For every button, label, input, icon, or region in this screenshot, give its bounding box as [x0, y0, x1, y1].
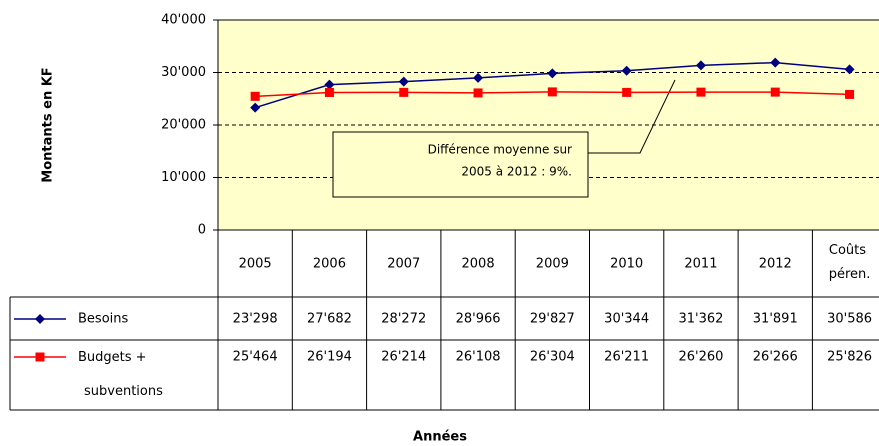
data-label: 23'298 — [233, 312, 278, 327]
data-point — [250, 102, 261, 113]
data-label: 30'586 — [827, 312, 872, 327]
legend-marker — [35, 314, 45, 324]
annotation-leader — [588, 79, 676, 154]
data-label: 29'827 — [530, 312, 575, 327]
data-point — [696, 87, 706, 97]
category-label: 2008 — [462, 257, 495, 272]
data-point — [473, 88, 483, 98]
data-point — [547, 87, 557, 97]
data-label: 28'272 — [381, 312, 426, 327]
data-label: 31'362 — [678, 312, 723, 327]
y-tick-label: 20'000 — [161, 118, 206, 133]
data-label: 31'891 — [753, 312, 798, 327]
data-point — [695, 60, 706, 71]
data-label: 26'266 — [753, 350, 798, 365]
data-point — [250, 91, 260, 101]
y-tick-label: 0 — [198, 223, 206, 238]
legend-label: Besoins — [78, 312, 128, 327]
data-point — [770, 57, 781, 68]
y-tick-label: 30'000 — [161, 65, 206, 80]
data-point — [845, 89, 855, 99]
data-label: 26'108 — [456, 350, 501, 365]
legend-label: Budgets + subventions — [78, 350, 163, 399]
data-label: 26'194 — [307, 350, 352, 365]
annotation-text: 2005 à 2012 : 9%. — [461, 165, 572, 179]
category-label: 2009 — [536, 257, 569, 272]
data-point — [621, 65, 632, 76]
data-label: 30'344 — [604, 312, 649, 327]
data-label: 28'966 — [456, 312, 501, 327]
data-point — [399, 87, 409, 97]
y-tick-label: 40'000 — [161, 13, 206, 28]
category-label: 2010 — [610, 257, 643, 272]
data-point — [622, 87, 632, 97]
category-label: 2011 — [684, 257, 717, 272]
legend-marker — [35, 352, 45, 362]
data-label: 26'304 — [530, 350, 575, 365]
category-label: Coûts péren. — [829, 243, 871, 282]
category-label: 2007 — [387, 257, 420, 272]
data-point — [398, 76, 409, 87]
x-axis-label: Années — [413, 430, 467, 445]
y-tick-label: 10'000 — [161, 170, 206, 185]
data-label: 26'260 — [678, 350, 723, 365]
y-axis-label: Montants en KF — [41, 67, 56, 182]
annotation-box — [332, 131, 589, 198]
data-point — [547, 68, 558, 79]
data-label: 25'826 — [827, 350, 872, 365]
data-point — [473, 72, 484, 83]
data-label: 25'464 — [233, 350, 278, 365]
category-label: 2006 — [313, 257, 346, 272]
data-point — [770, 87, 780, 97]
category-label: 2012 — [759, 257, 792, 272]
data-label: 26'214 — [381, 350, 426, 365]
data-point — [324, 79, 335, 90]
data-label: 26'211 — [604, 350, 649, 365]
data-point — [324, 87, 334, 97]
category-label: 2005 — [239, 257, 272, 272]
data-label: 27'682 — [307, 312, 352, 327]
data-point — [844, 64, 855, 75]
annotation-text: Différence moyenne sur — [428, 143, 572, 157]
